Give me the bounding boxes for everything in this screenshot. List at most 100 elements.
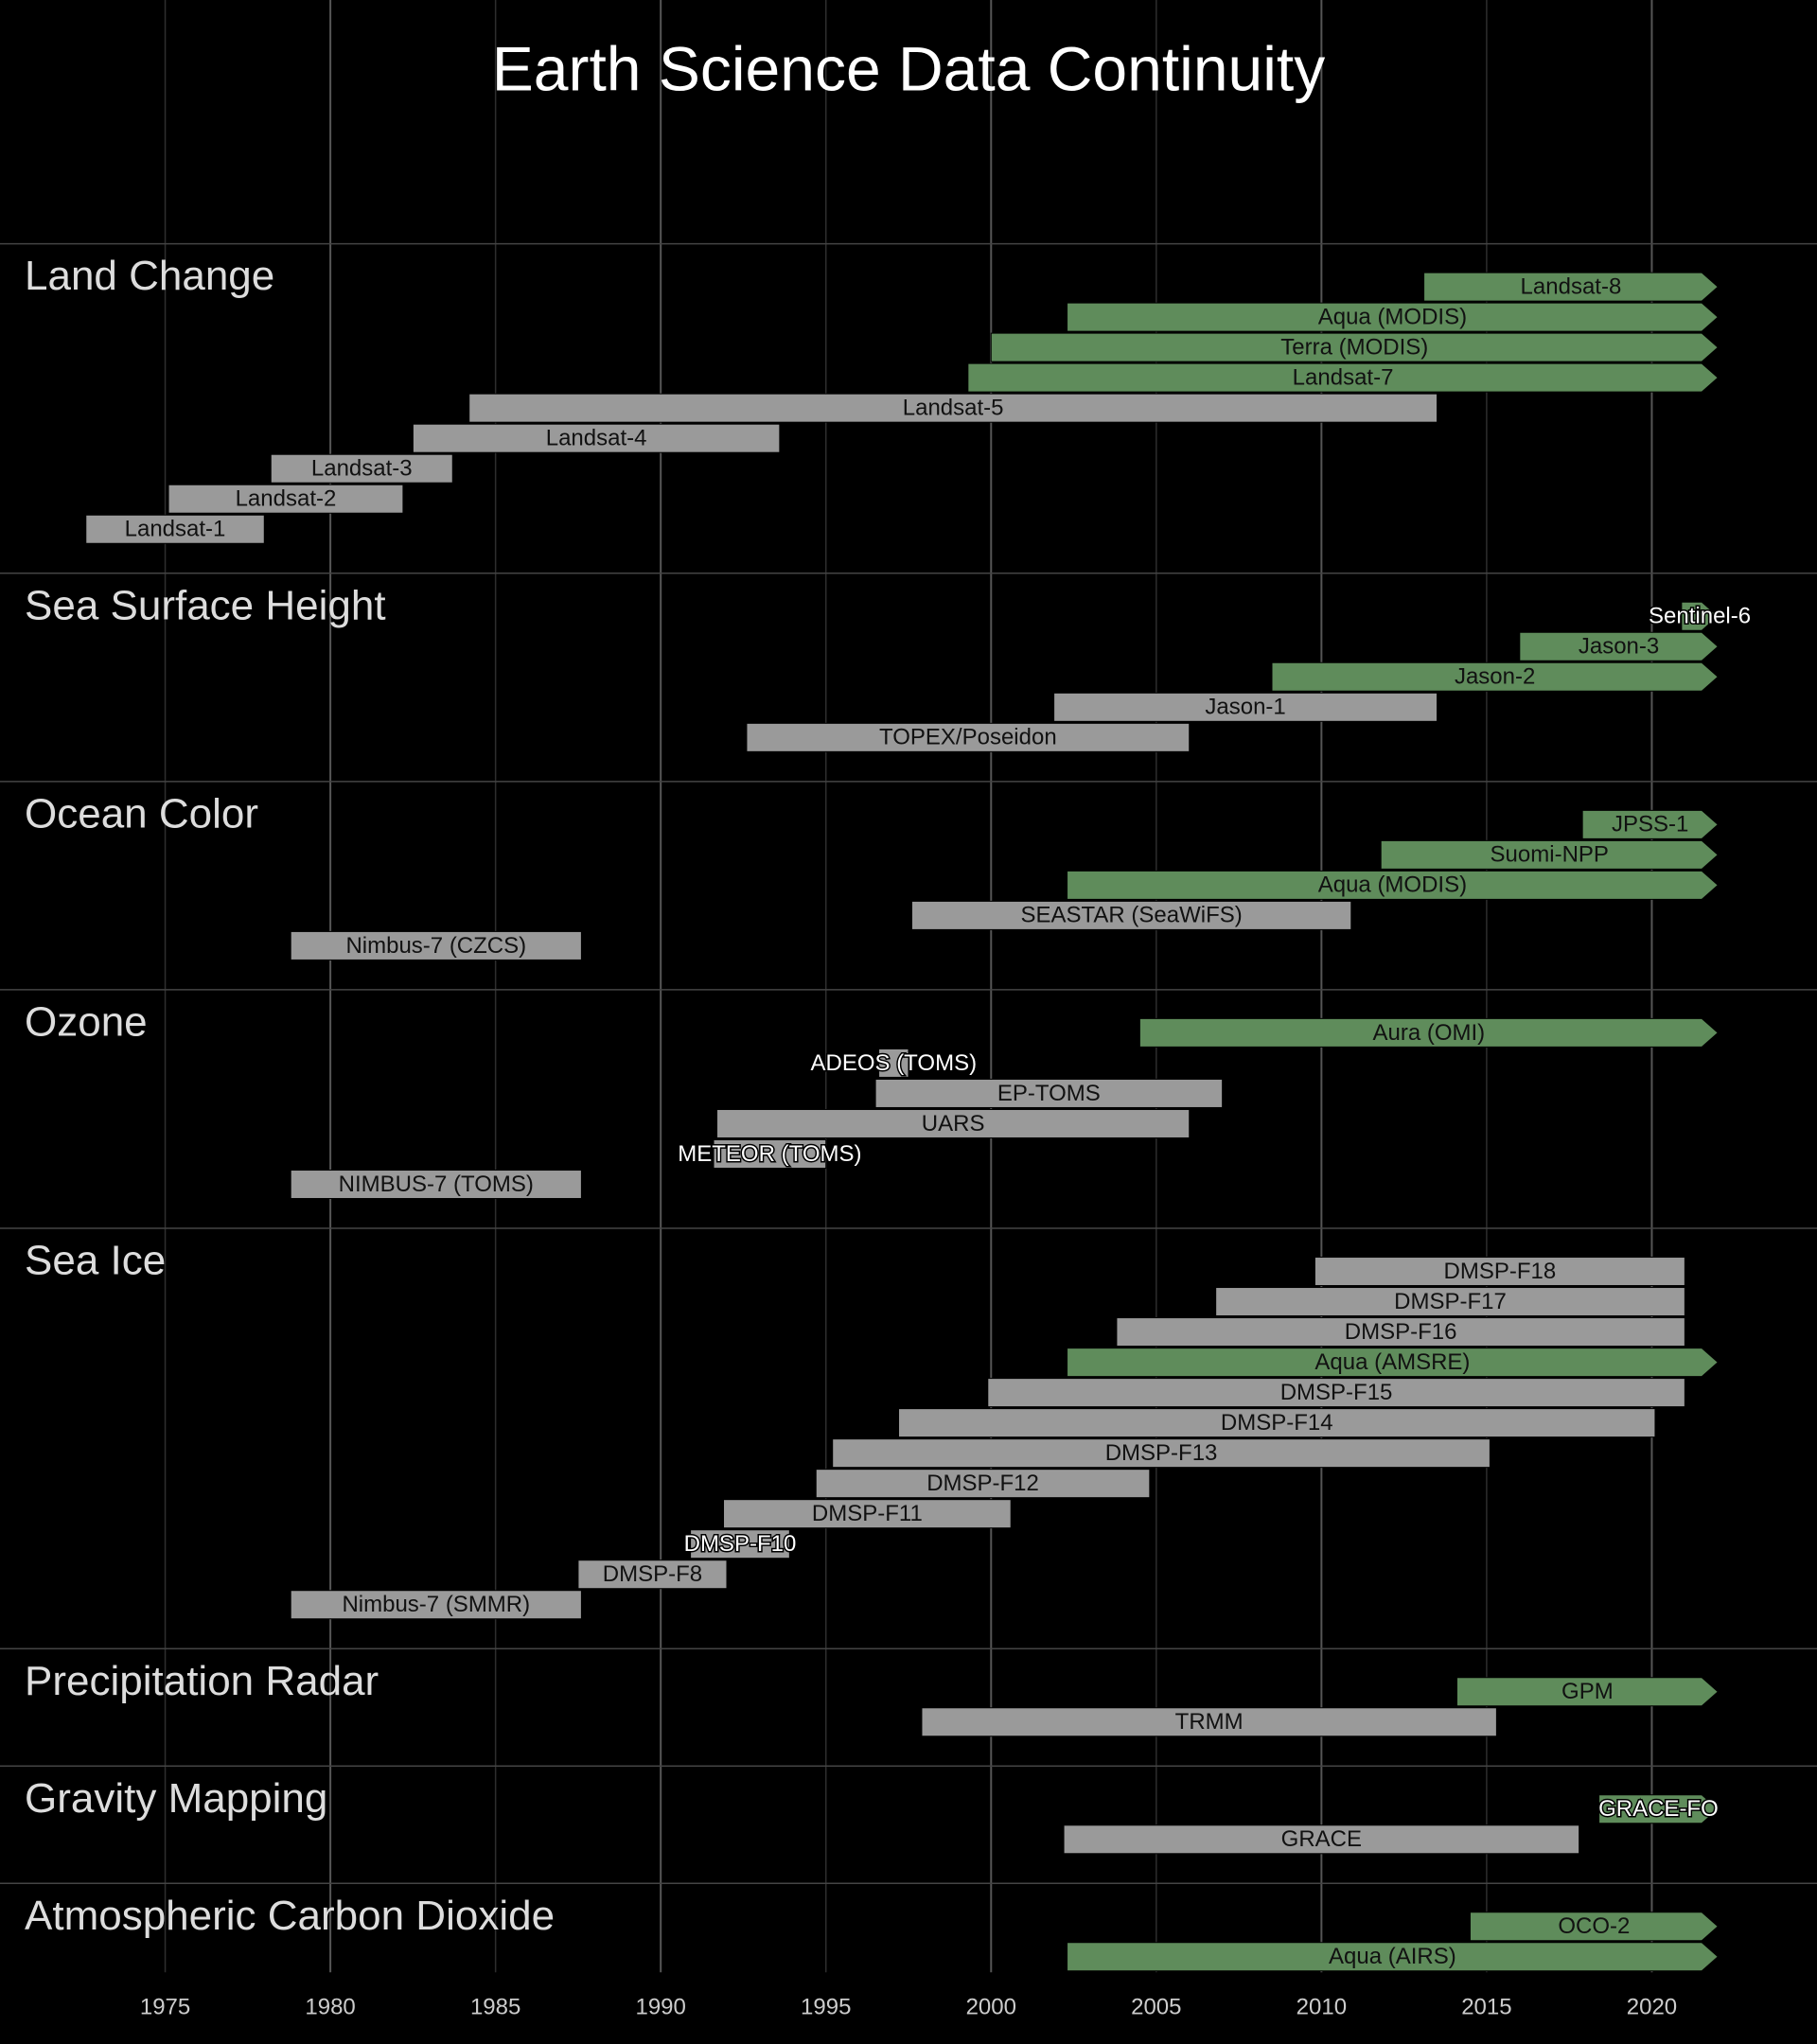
mission-bar bbox=[723, 1499, 1012, 1529]
mission-label: DMSP-F8 bbox=[603, 1561, 702, 1587]
mission-bar bbox=[1138, 1017, 1720, 1048]
mission-bar bbox=[1067, 870, 1720, 900]
mission-bar bbox=[874, 1078, 1224, 1108]
mission-bar bbox=[577, 1559, 728, 1590]
x-tick-label: 2000 bbox=[966, 1995, 1016, 2020]
mission-bar bbox=[815, 1469, 1151, 1499]
mission-bar bbox=[168, 484, 404, 514]
x-tick-label: 2020 bbox=[1627, 1995, 1677, 2020]
mission-label: OCO-2 bbox=[1558, 1913, 1630, 1939]
mission-label: ADEOS (TOMS) bbox=[811, 1050, 978, 1076]
x-tick-label: 1990 bbox=[635, 1995, 685, 2020]
mission-label: GRACE bbox=[1281, 1826, 1362, 1852]
mission-bar bbox=[1519, 631, 1720, 661]
group-title: Gravity Mapping bbox=[25, 1775, 327, 1822]
mission-bar bbox=[898, 1408, 1656, 1438]
mission-label: Aqua (AIRS) bbox=[1329, 1944, 1456, 1969]
mission-bar bbox=[1581, 809, 1720, 839]
mission-bar bbox=[967, 362, 1720, 393]
mission-bar bbox=[290, 1590, 582, 1620]
mission-label: DMSP-F14 bbox=[1221, 1410, 1333, 1436]
mission-label: Landsat-7 bbox=[1293, 365, 1394, 391]
mission-bar bbox=[1469, 1912, 1720, 1942]
x-tick-label: 1985 bbox=[470, 1995, 520, 2020]
mission-label: DMSP-F17 bbox=[1394, 1289, 1507, 1314]
mission-label: Jason-1 bbox=[1205, 695, 1285, 720]
mission-label: TRMM bbox=[1175, 1709, 1244, 1735]
mission-bar bbox=[716, 1108, 1191, 1138]
mission-bar bbox=[1681, 601, 1720, 631]
x-tick-label: 2010 bbox=[1297, 1995, 1347, 2020]
mission-label: Jason-3 bbox=[1579, 634, 1659, 660]
group-title: Atmospheric Carbon Dioxide bbox=[25, 1893, 555, 1939]
mission-bar bbox=[412, 423, 781, 453]
mission-label: Aqua (MODIS) bbox=[1318, 872, 1467, 898]
mission-label: DMSP-F13 bbox=[1105, 1440, 1218, 1466]
mission-label: DMSP-F15 bbox=[1280, 1380, 1393, 1405]
mission-label: UARS bbox=[922, 1111, 985, 1137]
mission-bar bbox=[290, 1170, 582, 1200]
group-title: Precipitation Radar bbox=[25, 1658, 379, 1704]
mission-bar bbox=[713, 1139, 827, 1169]
mission-label: Sentinel-6 bbox=[1649, 604, 1751, 629]
mission-label: DMSP-F10 bbox=[684, 1531, 797, 1557]
mission-bar bbox=[832, 1438, 1491, 1469]
mission-bar bbox=[921, 1707, 1497, 1737]
mission-label: Jason-2 bbox=[1455, 664, 1535, 690]
mission-label: Aqua (MODIS) bbox=[1318, 304, 1467, 329]
group-title: Sea Surface Height bbox=[25, 582, 386, 628]
grid: 1975 1980 1985 1990 1995 2000 2005 2010 2015 2020 bbox=[140, 0, 1677, 2020]
group-title: Land Change bbox=[25, 253, 274, 299]
mission-bar bbox=[1380, 839, 1720, 870]
mission-bar bbox=[1455, 1677, 1720, 1707]
mission-bar bbox=[85, 514, 265, 544]
mission-label: DMSP-F12 bbox=[926, 1471, 1039, 1496]
mission-bar bbox=[878, 1048, 909, 1078]
mission-bar bbox=[270, 453, 453, 484]
group-title: Sea Ice bbox=[25, 1238, 166, 1284]
mission-label: Aqua (AMSRE) bbox=[1314, 1349, 1470, 1375]
x-tick-label: 2015 bbox=[1461, 1995, 1511, 2020]
mission-bar bbox=[1215, 1287, 1685, 1317]
mission-bar bbox=[1067, 1942, 1720, 1972]
x-tick-label: 1975 bbox=[140, 1995, 190, 2020]
mission-label: Landsat-5 bbox=[903, 396, 1004, 421]
mission-label: JPSS-1 bbox=[1612, 812, 1688, 837]
mission-bar bbox=[1053, 692, 1438, 722]
mission-label: SEASTAR (SeaWiFS) bbox=[1021, 903, 1243, 928]
mission-label: Landsat-2 bbox=[236, 486, 337, 512]
mission-bar bbox=[987, 1378, 1685, 1408]
mission-label: TOPEX/Poseidon bbox=[879, 725, 1057, 750]
mission-bar bbox=[1063, 1824, 1580, 1855]
mission-label: Terra (MODIS) bbox=[1280, 334, 1428, 360]
mission-label: Landsat-3 bbox=[311, 456, 413, 482]
mission-label: DMSP-F16 bbox=[1345, 1319, 1457, 1345]
mission-bar bbox=[1314, 1257, 1685, 1287]
mission-label: DMSP-F18 bbox=[1444, 1259, 1557, 1284]
mission-bar bbox=[1271, 661, 1720, 692]
mission-bar bbox=[1423, 272, 1720, 302]
group-title: Ocean Color bbox=[25, 790, 258, 837]
mission-label: Landsat-4 bbox=[546, 426, 647, 451]
mission-bar bbox=[290, 930, 582, 960]
mission-label: Aura (OMI) bbox=[1372, 1020, 1485, 1046]
mission-bar bbox=[690, 1529, 790, 1559]
mission-label: EP-TOMS bbox=[997, 1081, 1101, 1106]
mission-label: Nimbus-7 (CZCS) bbox=[345, 933, 526, 959]
mission-label: Suomi-NPP bbox=[1491, 842, 1609, 868]
mission-bar bbox=[468, 393, 1438, 423]
x-tick-label: 2005 bbox=[1131, 1995, 1181, 2020]
mission-bar bbox=[910, 900, 1352, 930]
x-tick-label: 1980 bbox=[305, 1995, 355, 2020]
mission-label: Landsat-1 bbox=[125, 517, 226, 542]
mission-bar bbox=[990, 332, 1720, 362]
mission-bar bbox=[1067, 1348, 1720, 1378]
mission-label: Landsat-8 bbox=[1521, 273, 1622, 299]
mission-bar bbox=[1067, 302, 1720, 332]
mission-label: DMSP-F11 bbox=[812, 1501, 923, 1526]
mission-label: METEOR (TOMS) bbox=[678, 1141, 861, 1167]
group-title: Ozone bbox=[25, 999, 148, 1046]
mission-label: GRACE-FO bbox=[1598, 1796, 1719, 1822]
